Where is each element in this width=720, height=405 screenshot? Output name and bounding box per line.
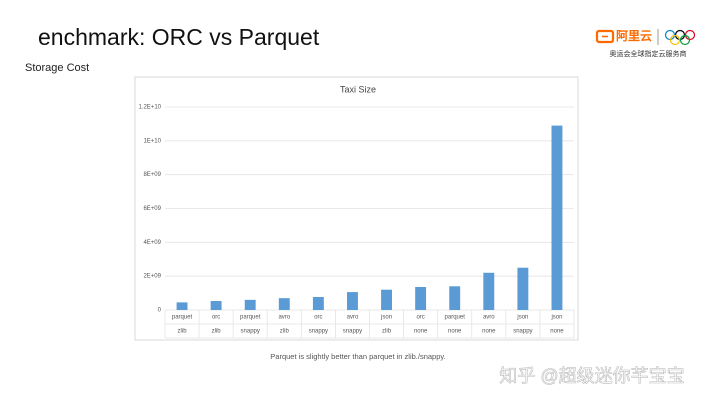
bar bbox=[517, 267, 529, 310]
bar bbox=[415, 286, 427, 310]
y-tick-label: 6E+09 bbox=[143, 206, 161, 212]
caption: Parquet is slightly better than parquet … bbox=[270, 352, 445, 361]
x-tick-label: parquet bbox=[240, 315, 261, 321]
bar bbox=[176, 302, 188, 310]
x-tick-label: json bbox=[516, 315, 528, 321]
bar bbox=[210, 301, 222, 310]
x-subtick-label: none bbox=[414, 329, 428, 335]
x-tick-label: json bbox=[550, 315, 562, 321]
logo-text: 阿里云 bbox=[616, 28, 652, 43]
x-subtick-label: snappy bbox=[241, 329, 260, 335]
x-subtick-label: zlib bbox=[280, 329, 290, 335]
x-subtick-label: none bbox=[448, 329, 462, 335]
x-subtick-label: zlib bbox=[382, 329, 392, 335]
x-tick-label: orc bbox=[416, 315, 424, 321]
logo-tagline: 奥运会全球指定云服务商 bbox=[610, 49, 687, 58]
chart-title: Taxi Size bbox=[340, 84, 376, 94]
x-tick-label: orc bbox=[212, 315, 220, 321]
y-tick-label: 8E+09 bbox=[143, 172, 161, 178]
x-tick-label: parquet bbox=[172, 315, 193, 321]
x-subtick-label: none bbox=[482, 329, 496, 335]
logo: 阿里云 奥运会全球指定云服务商 bbox=[595, 28, 696, 58]
bar bbox=[449, 286, 461, 310]
x-subtick-label: none bbox=[550, 329, 564, 335]
olympic-rings bbox=[664, 29, 696, 46]
y-tick-label: 4E+09 bbox=[143, 240, 161, 246]
bar bbox=[381, 289, 392, 310]
bar bbox=[312, 296, 324, 310]
x-subtick-label: zlib bbox=[178, 329, 188, 335]
y-tick-label: 0 bbox=[158, 308, 162, 314]
bar bbox=[483, 272, 495, 310]
y-tick-label: 2E+09 bbox=[143, 274, 161, 280]
slide-subtitle: Storage Cost bbox=[25, 62, 89, 74]
y-tick-label: 1E+10 bbox=[143, 138, 161, 144]
slide-title: enchmark: ORC vs Parquet bbox=[38, 24, 320, 50]
x-subtick-label: zlib bbox=[212, 329, 222, 335]
bar bbox=[551, 125, 563, 310]
x-tick-label: avro bbox=[347, 315, 359, 321]
x-subtick-label: snappy bbox=[309, 329, 328, 335]
x-tick-label: orc bbox=[314, 315, 322, 321]
x-subtick-label: snappy bbox=[513, 329, 532, 335]
y-tick-label: 1.2E+10 bbox=[138, 105, 161, 111]
x-tick-label: parquet bbox=[445, 315, 466, 321]
x-tick-label: avro bbox=[483, 315, 495, 321]
x-subtick-label: snappy bbox=[343, 329, 362, 335]
bar bbox=[347, 292, 358, 310]
x-tick-label: avro bbox=[278, 315, 290, 321]
logo-icon bbox=[595, 29, 615, 44]
watermark: 知乎 @超级迷你芊宝宝 bbox=[499, 366, 684, 386]
x-tick-label: json bbox=[380, 315, 392, 321]
bar bbox=[244, 299, 256, 310]
bar bbox=[278, 298, 290, 310]
